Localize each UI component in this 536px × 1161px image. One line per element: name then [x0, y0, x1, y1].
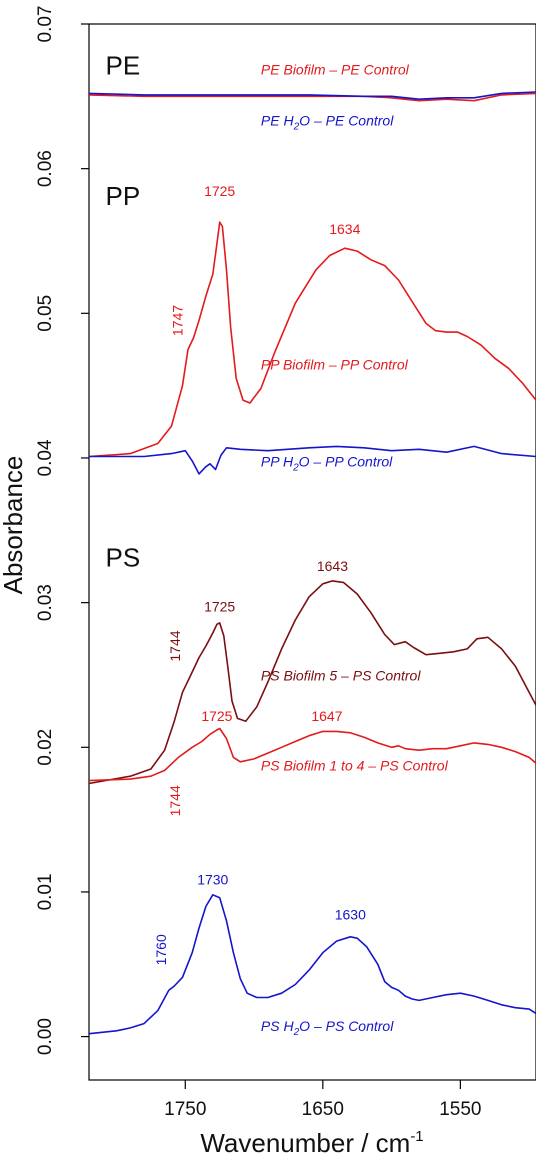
y-axis: 0.00 0.01 0.02 0.03 0.04 0.05 0.06 0.07 — [35, 6, 89, 1055]
x-tick-label: 1750 — [164, 1099, 206, 1120]
peak-label: 1744 — [167, 630, 183, 661]
series-line-pp-h2o-pp-control — [89, 445, 536, 475]
legend-label-ps-biofilm-5-ps-control: PS Biofilm 5 – PS Control — [261, 668, 421, 684]
peak-labels: 1725 1634 1747 1725 1643 1744 1725 1647 1744 1730… — [153, 183, 366, 965]
x-axis-title-unit-exponent: -1 — [410, 1128, 423, 1145]
y-tick-label: 0.02 — [35, 729, 56, 766]
panel-label-ps: PS — [106, 542, 141, 572]
legend-label-text: O – PS Control — [299, 1018, 394, 1034]
peak-label: 1725 — [204, 183, 235, 199]
peak-label: 1760 — [153, 934, 169, 965]
peak-label: 1643 — [317, 558, 348, 574]
legend-label-text: PE Biofilm – PE Control — [261, 62, 410, 78]
legend-label-text: PS H — [261, 1018, 295, 1034]
x-axis-title: Wavenumber / cm-1 — [200, 1128, 423, 1158]
panel-label-pe: PE — [106, 51, 141, 81]
legend-label-ps-biofilm-1-to-4-ps-control: PS Biofilm 1 to 4 – PS Control — [261, 757, 449, 773]
peak-label: 1747 — [170, 305, 186, 336]
series-line-pe-h2o-pe-control — [88, 91, 536, 100]
series-line-ps-h2o-ps-control — [88, 893, 536, 1035]
peak-label: 1725 — [204, 598, 235, 614]
y-tick-label: 0.05 — [35, 295, 56, 332]
series-lines — [88, 91, 536, 1035]
x-axis-title-text: Wavenumber / cm — [200, 1128, 410, 1158]
panel-label-pp: PP — [106, 181, 141, 211]
legend-label-text: PP Biofilm – PP Control — [261, 357, 409, 373]
legend-label-text: O – PE Control — [299, 112, 394, 128]
peak-label: 1744 — [167, 785, 183, 816]
y-axis-title: Absorbance — [0, 456, 28, 595]
legend-label-text: PS Biofilm 5 – PS Control — [261, 668, 421, 684]
legend-label-text: PP H — [261, 454, 294, 470]
peak-label: 1634 — [329, 221, 360, 237]
series-line-ps-biofilm-1-to-4-ps-control — [88, 727, 536, 782]
legend-label-ps-h2o-ps-control: PS H2O – PS Control — [261, 1018, 394, 1038]
legend-label-pe-biofilm-pe-control: PE Biofilm – PE Control — [261, 62, 410, 78]
x-tick-label: 1550 — [439, 1099, 481, 1120]
legend-label-text: O – PP Control — [299, 454, 394, 470]
legend-label-text: PE H — [261, 112, 295, 128]
series-line-ps-biofilm-5-ps-control — [88, 580, 536, 785]
y-tick-label: 0.06 — [35, 150, 56, 187]
legend-label-pp-biofilm-pp-control: PP Biofilm – PP Control — [261, 357, 409, 373]
legend-label-subscript: 2 — [293, 1027, 300, 1038]
x-tick-label: 1650 — [302, 1099, 344, 1120]
plot-frame — [88, 23, 536, 1081]
legend-label-pp-h2o-pp-control: PP H2O – PP Control — [261, 454, 393, 474]
y-tick-label: 0.07 — [35, 6, 56, 43]
series-line-pp-biofilm-pp-control — [88, 221, 536, 458]
legend-label-subscript: 2 — [293, 121, 300, 132]
y-tick-label: 0.04 — [35, 439, 56, 476]
legend-label-text: PS Biofilm 1 to 4 – PS Control — [261, 757, 449, 773]
y-tick-label: 0.00 — [35, 1018, 56, 1055]
peak-label: 1725 — [201, 708, 232, 724]
y-tick-label: 0.03 — [35, 584, 56, 621]
panel-labels: PE PP PS — [106, 51, 141, 573]
legend-label-subscript: 2 — [292, 463, 299, 474]
peak-label: 1730 — [197, 872, 228, 888]
legend-label-pe-h2o-pe-control: PE H2O – PE Control — [261, 112, 394, 132]
peak-label: 1647 — [311, 708, 342, 724]
y-tick-label: 0.01 — [35, 873, 56, 910]
peak-label: 1630 — [335, 906, 366, 922]
x-axis: 1750 1650 1550 — [164, 1080, 481, 1120]
